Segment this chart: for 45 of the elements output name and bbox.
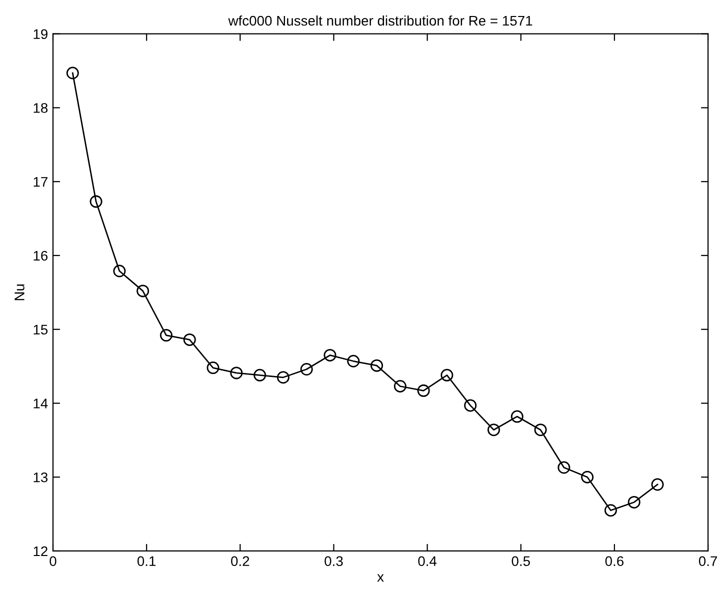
point <box>183 333 196 346</box>
y-tick-label: 18 <box>34 103 48 113</box>
point <box>534 424 547 436</box>
x-tick-label: 0.6 <box>605 556 624 566</box>
point <box>394 380 406 392</box>
point <box>66 66 79 80</box>
point <box>300 363 313 376</box>
y-axis-title: Nu <box>14 284 24 300</box>
x-tick-label: 0.5 <box>512 556 530 566</box>
y-tick-label: 17 <box>34 177 48 187</box>
x-tick-label: 0.3 <box>324 556 343 566</box>
y-tick-label: 16 <box>34 250 48 261</box>
y-tick-label: 19 <box>34 29 48 40</box>
point <box>254 368 266 382</box>
point <box>324 348 336 362</box>
point <box>440 368 454 382</box>
y-tick-label: 14 <box>34 398 48 408</box>
point <box>558 461 570 474</box>
x-tick-label: 0 <box>50 556 56 566</box>
point <box>113 264 126 278</box>
y-tick-label: 13 <box>34 472 48 482</box>
y-tick-label: 15 <box>34 324 48 335</box>
point <box>604 504 617 517</box>
x-tick-label: 0.2 <box>231 556 250 566</box>
point <box>487 424 500 436</box>
point <box>160 329 172 342</box>
point <box>417 384 430 397</box>
point <box>651 478 664 491</box>
point <box>136 284 150 298</box>
point <box>464 399 477 412</box>
y-tick-label: 12 <box>34 546 48 556</box>
x-tick-label: 0.1 <box>137 556 156 566</box>
x-tick-label: 0.4 <box>418 556 437 566</box>
point <box>581 470 594 484</box>
x-axis-title: x <box>377 574 384 582</box>
point <box>276 371 290 384</box>
point <box>230 366 243 380</box>
point <box>370 359 384 372</box>
point <box>90 195 102 208</box>
point <box>628 496 640 508</box>
point <box>206 362 220 374</box>
point <box>510 410 524 423</box>
point <box>347 354 360 368</box>
chart-title: wfc000 Nusselt number distribution for Re = 1571 <box>228 15 532 26</box>
x-tick-label: 0.7 <box>698 556 717 566</box>
